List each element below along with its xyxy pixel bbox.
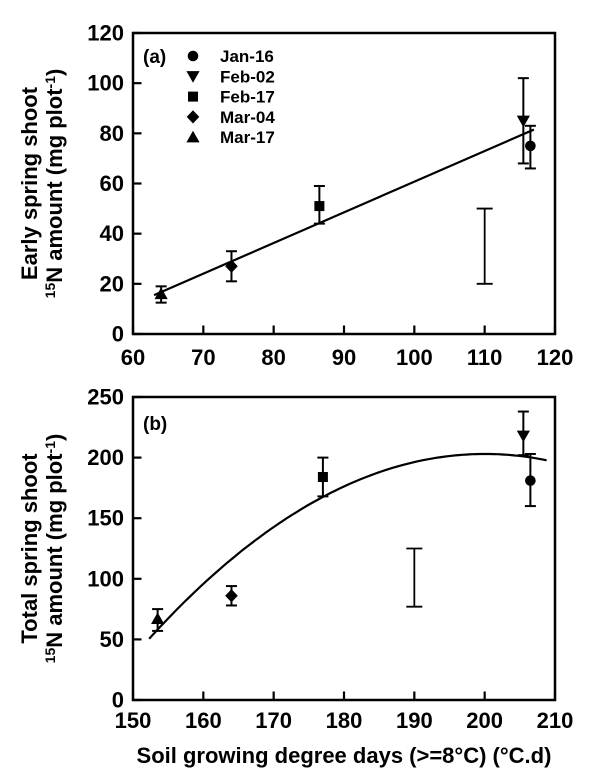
- panel-b-y-tick-label: 250: [87, 385, 124, 410]
- panel-b-point-feb-17: [317, 471, 328, 482]
- legend-marker-feb-02: [186, 71, 200, 83]
- legend-label-jan-16: Jan-16: [220, 47, 274, 66]
- panel-a-point-jan-16: [525, 140, 536, 152]
- panel-a-frame: [131, 31, 557, 336]
- panel-b-point-jan-16: [525, 475, 536, 486]
- panel-a-y-tick-label: 100: [87, 71, 124, 96]
- panel-a-x-tick-label: 80: [261, 345, 285, 370]
- panel-a-x-tick-label: 110: [467, 345, 503, 370]
- panel-b-x-tick-label: 200: [466, 708, 503, 733]
- panel-b-x-tick-label: 190: [396, 708, 433, 733]
- panel-a-point-feb-02: [516, 115, 530, 128]
- panel-b-y-tick-label: 150: [87, 506, 124, 531]
- panel-b-fit-curve: [148, 452, 547, 640]
- panel-a-point-mar-04: [225, 259, 238, 273]
- panel-b-x-tick-label: 150: [115, 708, 152, 733]
- panel-a-fit-line: [153, 128, 535, 297]
- panel-a-x-tick-label: 70: [191, 345, 215, 370]
- panel-b-x-tick-label: 180: [326, 708, 363, 733]
- panel-a-ylabel-line2: 15N amount (mg plot-1): [42, 69, 67, 299]
- panel-b-x-tick-label: 210: [537, 708, 574, 733]
- panel-b-y-tick-label: 50: [100, 627, 124, 652]
- panel-a-y-tick-label: 60: [100, 171, 124, 196]
- panel-a-y-tick-label: 20: [100, 271, 124, 296]
- panel-a-tag: (a): [143, 47, 166, 68]
- panel-b-x-tick-label: 170: [255, 708, 292, 733]
- panel-a-y-tick-label: 80: [100, 121, 124, 146]
- panel-b-point-feb-02: [516, 430, 530, 443]
- panel-b-y-tick-label: 100: [87, 566, 124, 591]
- panel-a-ylabel-line1: Early spring shoot: [17, 86, 42, 280]
- panel-a-x-tick-label: 90: [332, 345, 356, 370]
- panel-a-x-tick-label: 120: [537, 345, 574, 370]
- panel-a-point-feb-17: [314, 201, 325, 212]
- panel-b-point-mar-04: [225, 589, 238, 603]
- panel-a-y-tick-label: 40: [100, 221, 124, 246]
- legend-label-mar-04: Mar-04: [220, 108, 275, 127]
- panel-a-y-tick-label: 120: [87, 21, 124, 46]
- legend-label-feb-02: Feb-02: [220, 67, 275, 86]
- panel-b-y-tick-label: 200: [87, 445, 124, 470]
- panel-a-x-tick-label: 100: [396, 345, 433, 370]
- legend-marker-feb-17: [188, 91, 198, 102]
- legend-marker-jan-16: [187, 50, 199, 62]
- panel-a-point-mar-17: [154, 287, 168, 300]
- panel-b-x-tick-label: 160: [185, 708, 222, 733]
- panel-a-y-tick-label: 0: [112, 322, 124, 347]
- panel-b-y-tick-label: 0: [112, 688, 124, 713]
- legend-marker-mar-04: [186, 110, 200, 124]
- panel-a-x-tick-label: 60: [121, 345, 145, 370]
- panel-b-ylabel-line2: 15N amount (mg plot-1): [42, 434, 67, 664]
- legend-label-feb-17: Feb-17: [220, 88, 275, 107]
- legend-label-mar-17: Mar-17: [220, 128, 275, 147]
- panel-b-point-mar-17: [151, 612, 165, 624]
- x-axis-title: Soil growing degree days (>=8°C) (°C.d): [137, 743, 552, 768]
- panel-b-tag: (b): [143, 414, 167, 435]
- panel-b-frame: [131, 395, 557, 702]
- legend-marker-mar-17: [186, 130, 200, 143]
- panel-b-ylabel-line1: Total spring shoot: [17, 453, 42, 644]
